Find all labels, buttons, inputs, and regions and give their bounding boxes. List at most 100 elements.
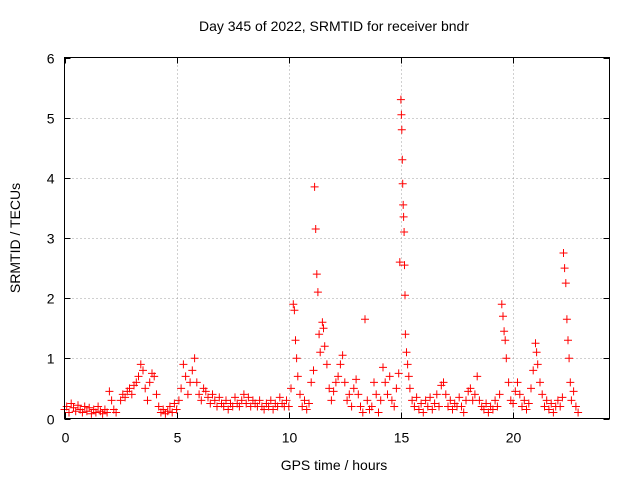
data-point (224, 405, 233, 414)
data-point (310, 182, 319, 191)
data-point (404, 372, 413, 381)
data-point (385, 372, 394, 381)
data-point (244, 393, 253, 402)
data-point (536, 378, 544, 387)
data-point (524, 399, 533, 408)
data-point (376, 396, 385, 405)
data-point (574, 408, 583, 417)
data-point (499, 312, 507, 321)
data-point (143, 396, 152, 405)
data-point (356, 402, 365, 411)
data-point (479, 405, 488, 414)
data-point (395, 258, 404, 267)
x-tick-label: 5 (174, 430, 182, 446)
data-point (215, 393, 224, 402)
data-point (571, 402, 580, 411)
data-point (222, 396, 230, 405)
data-point (91, 408, 100, 417)
data-point (318, 318, 327, 327)
data-point (136, 360, 145, 369)
data-point (107, 396, 116, 405)
data-point (311, 225, 320, 233)
data-point (569, 387, 578, 396)
data-point (400, 228, 409, 236)
data-point (493, 402, 502, 411)
data-point (475, 396, 484, 405)
data-point (327, 396, 336, 405)
data-point (67, 399, 76, 408)
data-point (159, 405, 168, 414)
data-point (470, 390, 479, 399)
data-point (210, 396, 219, 405)
data-point (305, 399, 313, 408)
data-point (399, 212, 408, 221)
data-point (488, 405, 497, 414)
data-point (94, 402, 103, 411)
y-tick-label: 6 (47, 51, 55, 67)
data-point (312, 270, 321, 279)
axis-ticks: 0 5 10 15 20 0 1 2 3 4 5 6 (47, 51, 610, 446)
data-point (315, 330, 324, 339)
data-point (370, 378, 378, 387)
data-point (338, 351, 347, 360)
data-point (367, 402, 376, 411)
data-point (397, 110, 406, 119)
data-point (527, 384, 535, 393)
data-point (309, 366, 318, 375)
data-point (336, 360, 345, 369)
data-point (116, 396, 125, 405)
data-point (417, 399, 426, 408)
data-point (71, 407, 80, 416)
data-point (170, 399, 179, 408)
data-point (284, 402, 293, 411)
data-point (439, 378, 448, 387)
data-point (316, 348, 325, 357)
data-point (532, 348, 541, 357)
data-point (405, 384, 414, 393)
data-point (186, 378, 195, 387)
data-point (518, 402, 526, 411)
data-point (289, 300, 298, 309)
data-point (74, 401, 82, 410)
data-point (206, 399, 215, 408)
data-point (347, 402, 356, 411)
data-point (401, 291, 409, 300)
data-point (231, 393, 239, 402)
data-point (292, 354, 301, 363)
data-point (87, 409, 96, 418)
data-point (392, 384, 401, 393)
y-tick-label: 4 (47, 171, 55, 187)
data-point (192, 378, 201, 387)
data-point (300, 396, 309, 405)
data-point (455, 393, 464, 402)
data-point (264, 402, 273, 411)
data-point (331, 378, 340, 387)
data-point (381, 378, 390, 387)
data-point (410, 402, 419, 411)
chart-title: Day 345 of 2022, SRMTID for receiver bnd… (199, 18, 469, 34)
data-point (296, 390, 304, 399)
y-axis-label: SRMTID / TECUs (7, 183, 23, 293)
data-point (266, 396, 275, 405)
data-point (320, 342, 329, 351)
data-point (183, 390, 192, 399)
data-point (141, 384, 150, 393)
data-point (419, 408, 428, 417)
data-point (125, 384, 134, 393)
data-point (468, 396, 477, 405)
data-point (340, 378, 349, 387)
data-point (219, 402, 228, 411)
data-point (509, 399, 518, 408)
data-point (354, 390, 363, 399)
data-point (78, 408, 87, 417)
data-point (513, 378, 522, 387)
data-point (188, 366, 197, 375)
x-tick-label: 20 (506, 430, 522, 446)
data-point (293, 372, 302, 381)
data-point (542, 396, 551, 405)
data-point (564, 336, 572, 345)
data-point (302, 405, 311, 414)
data-point (390, 402, 399, 411)
data-point (533, 360, 542, 369)
